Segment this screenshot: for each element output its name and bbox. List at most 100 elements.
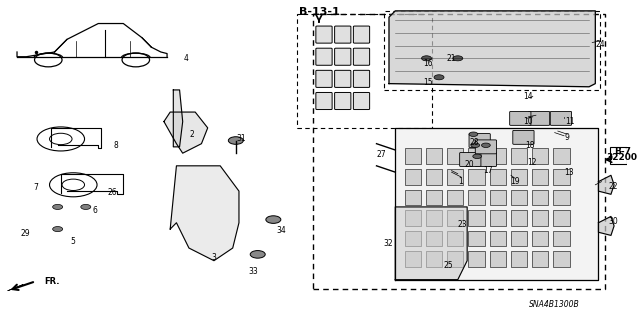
Text: 33: 33 — [248, 267, 258, 276]
Bar — [468, 231, 484, 247]
Circle shape — [473, 154, 481, 159]
FancyBboxPatch shape — [476, 140, 497, 154]
Bar — [404, 148, 421, 164]
Bar — [426, 189, 442, 205]
Text: 21: 21 — [447, 54, 456, 63]
Circle shape — [434, 75, 444, 80]
FancyBboxPatch shape — [529, 111, 550, 125]
Circle shape — [469, 132, 478, 137]
Text: 18: 18 — [525, 141, 534, 150]
Bar — [447, 169, 463, 185]
Bar — [554, 231, 570, 247]
Text: 24: 24 — [595, 40, 605, 48]
FancyBboxPatch shape — [335, 70, 351, 87]
Text: SNA4B1300B: SNA4B1300B — [529, 300, 580, 309]
FancyBboxPatch shape — [316, 26, 332, 43]
Bar — [447, 251, 463, 267]
Bar — [511, 148, 527, 164]
Bar — [297, 14, 431, 128]
Polygon shape — [8, 285, 23, 291]
Bar — [426, 210, 442, 226]
Bar — [532, 169, 548, 185]
Bar — [447, 189, 463, 205]
Bar — [554, 251, 570, 267]
FancyBboxPatch shape — [469, 134, 490, 147]
Text: 31: 31 — [236, 134, 246, 144]
Polygon shape — [173, 90, 182, 147]
Text: B-13-1: B-13-1 — [299, 7, 339, 18]
Circle shape — [266, 216, 281, 223]
Text: 25: 25 — [444, 261, 453, 270]
Text: 12: 12 — [527, 158, 536, 167]
Bar — [490, 169, 506, 185]
Text: B-7: B-7 — [614, 147, 630, 156]
FancyBboxPatch shape — [316, 93, 332, 109]
Bar — [426, 231, 442, 247]
Text: 17: 17 — [483, 166, 493, 175]
FancyBboxPatch shape — [513, 130, 534, 144]
Bar — [404, 210, 421, 226]
Bar — [511, 210, 527, 226]
Text: 3: 3 — [211, 253, 216, 262]
Bar — [426, 148, 442, 164]
Text: 4: 4 — [184, 54, 189, 63]
Bar — [404, 231, 421, 247]
Text: 6: 6 — [93, 206, 98, 215]
FancyBboxPatch shape — [550, 111, 572, 125]
Polygon shape — [598, 175, 614, 194]
Bar — [490, 231, 506, 247]
Bar — [532, 251, 548, 267]
Bar — [468, 189, 484, 205]
Text: 11: 11 — [566, 117, 575, 126]
Bar — [511, 231, 527, 247]
Polygon shape — [598, 216, 614, 235]
FancyBboxPatch shape — [509, 111, 531, 125]
Text: 30: 30 — [608, 217, 618, 226]
Bar — [447, 210, 463, 226]
Polygon shape — [396, 128, 598, 280]
FancyBboxPatch shape — [335, 26, 351, 43]
Text: FR.: FR. — [44, 277, 60, 286]
Circle shape — [228, 137, 243, 144]
Bar — [404, 189, 421, 205]
FancyBboxPatch shape — [476, 152, 497, 167]
Bar — [447, 231, 463, 247]
Bar — [554, 148, 570, 164]
Bar — [468, 148, 484, 164]
Text: 28: 28 — [470, 137, 479, 147]
Text: 27: 27 — [377, 150, 387, 159]
Polygon shape — [170, 166, 239, 261]
Bar — [468, 210, 484, 226]
Text: 23: 23 — [458, 220, 468, 229]
Text: 32: 32 — [383, 239, 392, 248]
Text: 2: 2 — [189, 130, 195, 139]
Bar — [490, 148, 506, 164]
Circle shape — [52, 204, 63, 210]
Circle shape — [81, 204, 91, 210]
Text: 5: 5 — [71, 237, 76, 246]
Bar — [511, 189, 527, 205]
Bar — [313, 14, 605, 289]
Text: 26: 26 — [108, 188, 117, 197]
FancyBboxPatch shape — [460, 152, 481, 167]
Bar — [554, 169, 570, 185]
FancyBboxPatch shape — [335, 48, 351, 65]
Text: 29: 29 — [20, 229, 30, 238]
Text: 9: 9 — [564, 133, 570, 142]
Bar — [384, 11, 600, 90]
Bar — [532, 210, 548, 226]
Text: 1: 1 — [458, 177, 463, 186]
Text: 14: 14 — [524, 92, 533, 101]
Bar — [554, 189, 570, 205]
Circle shape — [471, 143, 479, 147]
Text: 32200: 32200 — [607, 153, 637, 162]
Bar — [490, 210, 506, 226]
FancyBboxPatch shape — [335, 93, 351, 109]
Bar — [532, 148, 548, 164]
Circle shape — [52, 226, 63, 232]
Text: 13: 13 — [564, 168, 574, 177]
Text: 15: 15 — [423, 78, 433, 86]
Bar — [426, 251, 442, 267]
Bar — [426, 169, 442, 185]
Polygon shape — [389, 11, 595, 87]
